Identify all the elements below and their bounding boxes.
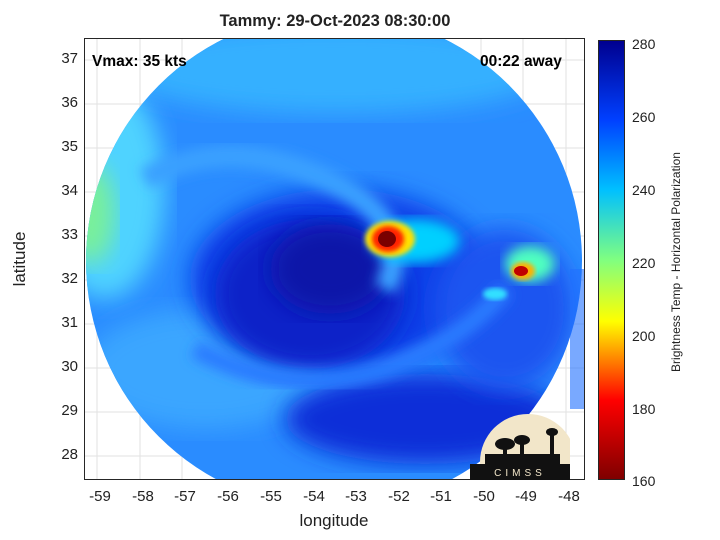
x-tick-label: -58 <box>132 488 154 505</box>
x-tick-label: -53 <box>345 488 367 505</box>
colorbar-tick-label: 220 <box>632 255 656 271</box>
y-axis-label: latitude <box>10 231 29 287</box>
x-tick-label: -56 <box>217 488 239 505</box>
y-tick-label: 31 <box>61 314 78 331</box>
time-away-label: 00:22 away <box>480 53 562 70</box>
colorbar-tick-label: 200 <box>632 328 656 344</box>
colorbar-tick-label: 260 <box>632 109 656 125</box>
x-tick-label: -52 <box>388 488 410 505</box>
colorbar-label: Brightness Temp - Horizontal Polarizatio… <box>669 152 683 372</box>
map-title: Tammy: 29-Oct-2023 08:30:00 <box>219 12 451 30</box>
y-tick-label: 33 <box>61 226 78 243</box>
y-tick-label: 29 <box>61 402 78 419</box>
colorbar-tick-label: 180 <box>632 401 656 417</box>
colorbar-tick-label: 160 <box>632 473 656 489</box>
y-tick-label: 30 <box>61 358 78 375</box>
map-plot-area <box>84 38 585 480</box>
brightness-temp-map <box>85 39 584 479</box>
colorbar <box>598 40 625 480</box>
y-tick-label: 37 <box>61 50 78 67</box>
x-axis-label: longitude <box>299 511 369 530</box>
x-tick-label: -49 <box>515 488 537 505</box>
y-tick-label: 34 <box>61 182 78 199</box>
y-tick-label: 32 <box>61 270 78 287</box>
x-tick-label: -55 <box>260 488 282 505</box>
x-tick-label: -48 <box>558 488 580 505</box>
x-tick-label: -50 <box>473 488 495 505</box>
x-tick-label: -59 <box>89 488 111 505</box>
y-tick-label: 35 <box>61 138 78 155</box>
cimss-logo-text: CIMSS <box>494 468 546 479</box>
y-tick-label: 28 <box>61 446 78 463</box>
cimss-logo: CIMSS <box>470 414 570 480</box>
x-tick-label: -51 <box>430 488 452 505</box>
colorbar-tick-label: 280 <box>632 36 656 52</box>
y-tick-label: 36 <box>61 94 78 111</box>
x-tick-label: -57 <box>174 488 196 505</box>
colorbar-tick-label: 240 <box>632 182 656 198</box>
vmax-label: Vmax: 35 kts <box>92 53 187 70</box>
x-tick-label: -54 <box>303 488 325 505</box>
